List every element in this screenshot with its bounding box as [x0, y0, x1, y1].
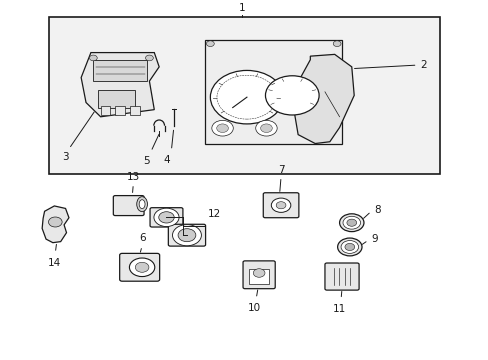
Text: 10: 10 [247, 303, 260, 313]
Text: 8: 8 [373, 205, 380, 215]
Circle shape [178, 229, 196, 242]
Circle shape [260, 124, 272, 132]
Bar [115, 106, 125, 115]
Circle shape [135, 262, 149, 272]
Circle shape [265, 76, 319, 115]
Bar [93, 60, 147, 81]
Circle shape [172, 225, 201, 246]
Bar [101, 106, 110, 115]
Ellipse shape [139, 200, 145, 209]
Bar [49, 17, 439, 174]
Circle shape [89, 55, 97, 61]
Polygon shape [293, 54, 353, 144]
Bar [98, 90, 135, 108]
Ellipse shape [137, 197, 147, 212]
Text: 6: 6 [139, 233, 145, 243]
Circle shape [332, 41, 340, 46]
Circle shape [211, 120, 233, 136]
Circle shape [216, 124, 228, 132]
Text: 2: 2 [419, 60, 426, 70]
Text: 14: 14 [48, 258, 61, 268]
Circle shape [344, 243, 354, 251]
Text: 9: 9 [370, 234, 377, 244]
Circle shape [339, 214, 363, 231]
Circle shape [145, 55, 153, 61]
Bar [130, 106, 140, 115]
Bar [205, 40, 341, 144]
Circle shape [346, 219, 356, 226]
Circle shape [255, 120, 277, 136]
Polygon shape [81, 53, 159, 117]
Circle shape [154, 208, 179, 226]
FancyBboxPatch shape [168, 224, 205, 246]
Circle shape [206, 41, 214, 46]
Circle shape [253, 269, 264, 277]
Circle shape [159, 212, 174, 223]
Circle shape [342, 216, 360, 229]
Text: 13: 13 [126, 172, 140, 182]
FancyBboxPatch shape [150, 208, 183, 227]
Text: 3: 3 [61, 152, 68, 162]
Circle shape [271, 198, 290, 212]
Circle shape [337, 238, 361, 256]
FancyBboxPatch shape [113, 195, 144, 216]
Text: 4: 4 [163, 155, 169, 165]
Circle shape [276, 202, 285, 209]
Text: 5: 5 [143, 156, 150, 166]
Text: 1: 1 [238, 3, 245, 13]
Circle shape [340, 240, 358, 253]
Circle shape [217, 75, 276, 119]
Polygon shape [42, 206, 69, 243]
FancyBboxPatch shape [243, 261, 275, 289]
Circle shape [210, 71, 283, 124]
FancyBboxPatch shape [263, 193, 298, 218]
Text: 12: 12 [207, 209, 221, 219]
Text: 7: 7 [277, 165, 284, 175]
FancyBboxPatch shape [325, 263, 358, 290]
Text: 11: 11 [332, 304, 346, 314]
Circle shape [48, 217, 62, 227]
FancyBboxPatch shape [120, 253, 159, 281]
Bar [248, 269, 269, 284]
Circle shape [129, 258, 155, 276]
